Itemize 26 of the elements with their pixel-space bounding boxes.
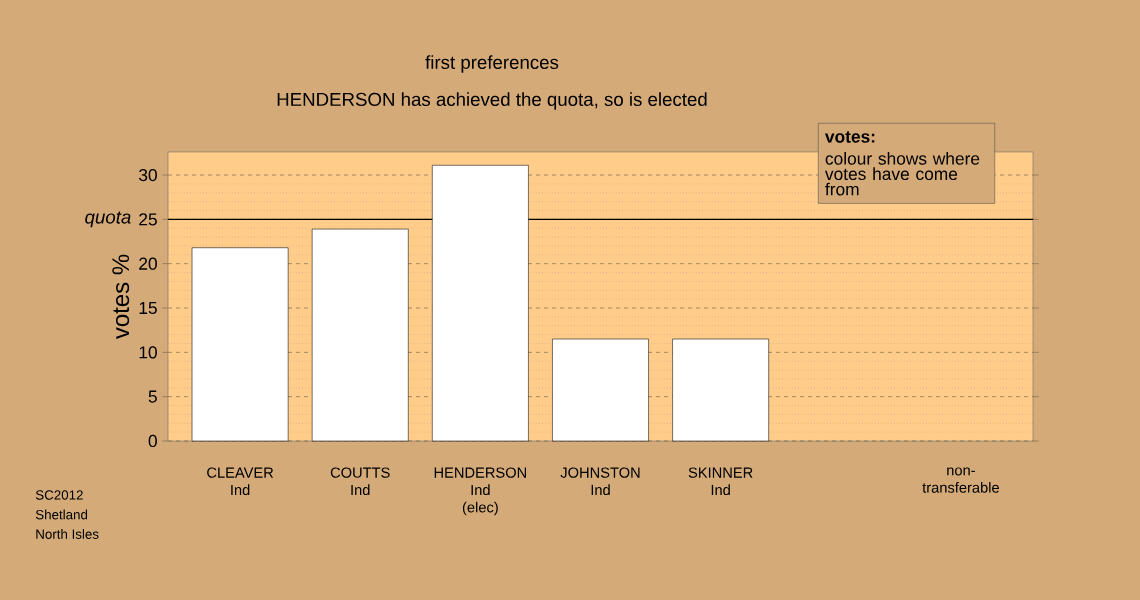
y-tick-label: 0 [148,434,157,448]
bar [191,247,289,442]
text: North Isles [36,529,99,539]
chart-title: first preferences [425,55,559,73]
x-tick-label: CLEAVER Ind [207,467,274,496]
text: SC2012 [35,490,83,500]
y-tick-label: 20 [139,257,157,270]
bar [311,228,409,442]
y-tick-label: 15 [139,301,157,315]
x-tick-label: non-transferable [922,467,999,493]
x-tick-label: SKINNER Ind [688,467,753,496]
x-tick-label: JOHNSTON Ind [560,467,640,496]
y-tick-label: 25 [139,213,157,226]
x-tick-label: HENDERSON Ind (elec) [434,467,527,516]
y-tick-label: 5 [148,390,157,403]
y-tick-label: 10 [139,346,157,359]
text: votes: [825,131,875,143]
y-axis-title: votes % [112,254,130,340]
ref-line-label: quota [85,211,131,228]
text: Shetland [35,509,88,520]
bar [672,338,769,442]
bar [552,338,649,442]
chart-subtitle: HENDERSON has achieved the quota, so is elected [277,92,707,110]
x-tick-label: COUTTS Ind [330,467,390,496]
y-tick-label: 30 [139,168,157,182]
annotation: colour shows where votes have come from [825,152,980,196]
